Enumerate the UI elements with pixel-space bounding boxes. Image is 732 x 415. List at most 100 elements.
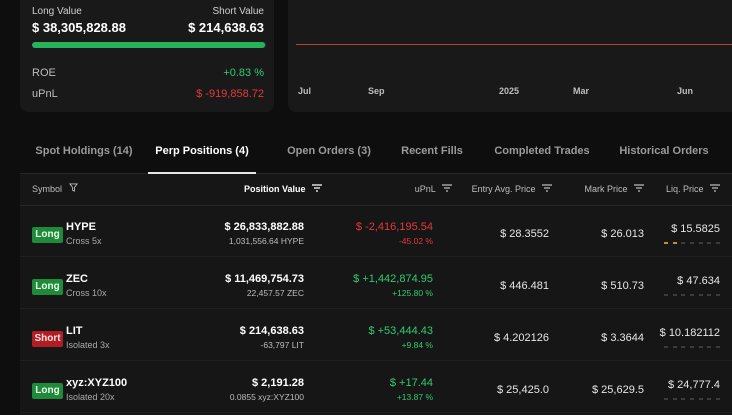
liq-risk-segment <box>681 346 686 348</box>
mark-price-header[interactable]: Mark Price <box>584 174 644 205</box>
short-value: $ 214,638.63 <box>188 20 264 35</box>
upnl-percent: +125.80 % <box>392 288 433 298</box>
symbol-header-label: Symbol <box>32 184 63 194</box>
liq-risk-segment <box>715 398 720 400</box>
table-row[interactable]: Long HYPE Cross 5x $ 26,833,882.88 1,031… <box>20 205 732 257</box>
liq-risk-indicator <box>664 294 720 296</box>
symbol-name[interactable]: ZEC <box>66 273 88 285</box>
liq-price: $ 47.634 <box>677 275 720 287</box>
margin-mode: Cross 5x <box>66 236 102 246</box>
symbol-name[interactable]: HYPE <box>66 221 96 233</box>
liq-risk-segment <box>672 294 677 296</box>
positions-tab-bar: Spot Holdings (14) Perp Positions (4) Op… <box>20 130 732 174</box>
tab-completed-trades[interactable]: Completed Trades <box>494 145 590 157</box>
liq-price: $ 10.182112 <box>659 327 720 339</box>
upnl-value: $ -919,858.72 <box>196 88 264 100</box>
table-row[interactable]: Long xyz:XYZ100 Isolated 20x $ 2,191.28 … <box>20 361 732 413</box>
liq-risk-segment <box>664 242 668 244</box>
liq-risk-segment <box>664 294 668 296</box>
liq-risk-segment <box>707 242 712 244</box>
liq-risk-segment <box>707 398 712 400</box>
liq-risk-segment <box>698 294 703 296</box>
symbol-name[interactable]: LIT <box>66 325 83 337</box>
side-badge[interactable]: Short <box>32 331 63 347</box>
position-value-header[interactable]: Position Value <box>244 174 322 205</box>
upnl-header-label: uPnL <box>414 184 436 194</box>
x-axis-label: Jun <box>677 86 694 96</box>
liq-risk-segment <box>698 242 703 244</box>
sort-icon[interactable] <box>634 174 644 205</box>
position-value: $ 2,191.28 <box>252 377 304 389</box>
upnl-value: $ -2,416,195.54 <box>355 221 433 233</box>
liq-risk-segment <box>664 398 668 400</box>
tab-perp-positions[interactable]: Perp Positions (4) <box>148 130 256 174</box>
liq-risk-segment <box>664 346 668 348</box>
upnl-value: $ +53,444.43 <box>368 325 433 337</box>
x-axis-label: Sep <box>368 86 385 96</box>
tab-historical-orders[interactable]: Historical Orders <box>619 145 709 157</box>
table-header: Symbol Position Value uPnL Entry Avg. Pr… <box>20 174 732 206</box>
liq-price-header[interactable]: Liq. Price <box>666 174 720 205</box>
upnl-header[interactable]: uPnL <box>415 174 452 205</box>
liq-risk-segment <box>681 242 686 244</box>
margin-mode: Isolated 3x <box>66 340 110 350</box>
liq-risk-indicator <box>664 398 720 400</box>
side-badge[interactable]: Long <box>32 279 63 295</box>
long-share-fill <box>32 42 265 48</box>
filter-icon[interactable] <box>68 174 78 205</box>
mark-price: $ 510.73 <box>601 280 644 292</box>
side-badge[interactable]: Long <box>32 227 63 243</box>
pnl-chart: Jul Sep 2025 Mar Jun <box>288 0 732 112</box>
liq-risk-segment <box>689 398 694 400</box>
liq-risk-segment <box>672 346 677 348</box>
liq-risk-segment <box>715 294 720 296</box>
liq-risk-indicator <box>664 346 720 348</box>
liq-risk-segment <box>707 346 712 348</box>
liq-risk-segment <box>681 398 686 400</box>
upnl-label: uPnL <box>32 88 58 100</box>
position-value: $ 214,638.63 <box>239 325 304 337</box>
entry-price: $ 446.481 <box>500 280 549 292</box>
table-row[interactable]: Long ZEC Cross 10x $ 11,469,754.73 22,45… <box>20 257 732 309</box>
liq-risk-segment <box>689 294 694 296</box>
sort-icon[interactable] <box>442 174 452 205</box>
short-value-label: Short Value <box>212 6 264 17</box>
tab-spot-holdings[interactable]: Spot Holdings (14) <box>35 145 133 157</box>
liq-price: $ 24,777.4 <box>668 379 720 391</box>
sort-icon[interactable] <box>312 174 322 205</box>
side-badge[interactable]: Long <box>32 383 63 399</box>
entry-price: $ 25,425.0 <box>497 384 549 396</box>
entry-price: $ 28.3552 <box>500 228 549 240</box>
liq-risk-segment <box>672 398 677 400</box>
mark-price: $ 26.013 <box>601 228 644 240</box>
long-value-label: Long Value <box>32 6 82 17</box>
liq-risk-segment <box>715 242 720 244</box>
account-summary-card: Long Value Short Value $ 38,305,828.88 $… <box>20 0 274 112</box>
tab-recent-fills[interactable]: Recent Fills <box>401 145 463 157</box>
mark-price: $ 3.3644 <box>601 332 644 344</box>
entry-price-header-label: Entry Avg. Price <box>471 184 536 194</box>
liq-price-header-label: Liq. Price <box>665 184 704 194</box>
margin-mode: Isolated 20x <box>66 392 115 402</box>
table-row[interactable]: Short LIT Isolated 3x $ 214,638.63 -63,7… <box>20 309 732 361</box>
entry-price-header[interactable]: Entry Avg. Price <box>472 174 552 205</box>
upnl-percent: -45.02 % <box>398 236 433 246</box>
x-axis-label: Jul <box>298 86 312 96</box>
sort-icon[interactable] <box>542 174 552 205</box>
liq-risk-indicator <box>664 242 720 244</box>
sort-icon[interactable] <box>710 174 720 205</box>
symbol-name[interactable]: xyz:XYZ100 <box>66 377 128 389</box>
liq-risk-segment <box>689 242 694 244</box>
position-value-header-label: Position Value <box>243 184 306 194</box>
mark-price-header-label: Mark Price <box>584 184 628 194</box>
upnl-percent: +9.84 % <box>401 340 433 350</box>
x-axis-label: Mar <box>573 86 590 96</box>
liq-risk-segment <box>698 398 703 400</box>
symbol-header[interactable]: Symbol <box>32 174 78 205</box>
perp-positions-table: Symbol Position Value uPnL Entry Avg. Pr… <box>20 174 732 415</box>
position-size: 0.0855 xyz:XYZ100 <box>229 392 304 402</box>
position-value: $ 26,833,882.88 <box>224 221 304 233</box>
position-value: $ 11,469,754.73 <box>225 273 304 285</box>
roe-label: ROE <box>32 67 56 79</box>
tab-open-orders[interactable]: Open Orders (3) <box>287 145 371 157</box>
